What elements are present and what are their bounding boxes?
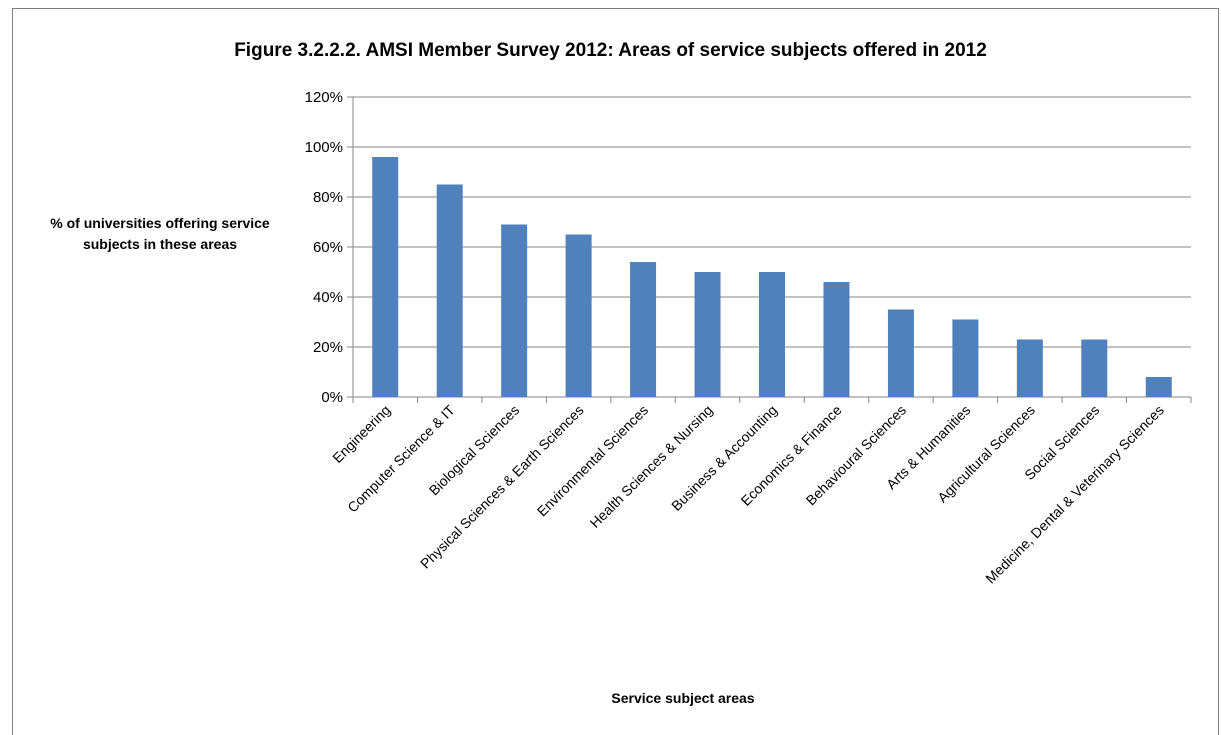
bar [630, 262, 657, 397]
bar [1081, 339, 1108, 397]
y-tick-label: 0% [321, 389, 343, 406]
bar [759, 272, 785, 397]
bar [887, 309, 914, 397]
y-tick-label: 80% [313, 189, 343, 206]
y-tick-label: 120% [305, 89, 343, 106]
bar [372, 157, 399, 397]
y-tick-label: 100% [305, 139, 343, 156]
chart-title: Figure 3.2.2.2. AMSI Member Survey 2012:… [234, 40, 987, 61]
bar [1016, 339, 1043, 397]
category-label: Computer Science & IT [344, 401, 458, 515]
y-tick-label: 20% [313, 339, 343, 356]
bar [501, 224, 528, 397]
y-tick-label: 40% [313, 289, 343, 306]
y-tick-label: 60% [313, 239, 343, 256]
bar [565, 234, 592, 397]
bar [436, 184, 463, 397]
bar [823, 282, 850, 397]
chart-frame [12, 8, 1219, 735]
category-label: Environmental Sciences [534, 402, 652, 520]
x-axis-label: Service subject areas [611, 690, 755, 706]
y-axis-label: % of universities offering service subje… [50, 215, 270, 252]
category-label: Health Sciences & Nursing [587, 402, 716, 531]
bar [952, 319, 979, 397]
bar [1145, 377, 1172, 397]
category-label: Business & Accounting [668, 402, 780, 514]
category-label: Engineering [329, 402, 393, 466]
bar [694, 272, 721, 397]
